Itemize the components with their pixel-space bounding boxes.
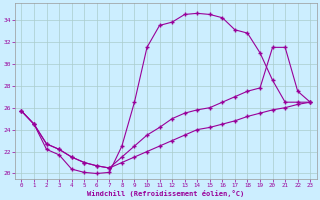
X-axis label: Windchill (Refroidissement éolien,°C): Windchill (Refroidissement éolien,°C): [87, 190, 244, 197]
